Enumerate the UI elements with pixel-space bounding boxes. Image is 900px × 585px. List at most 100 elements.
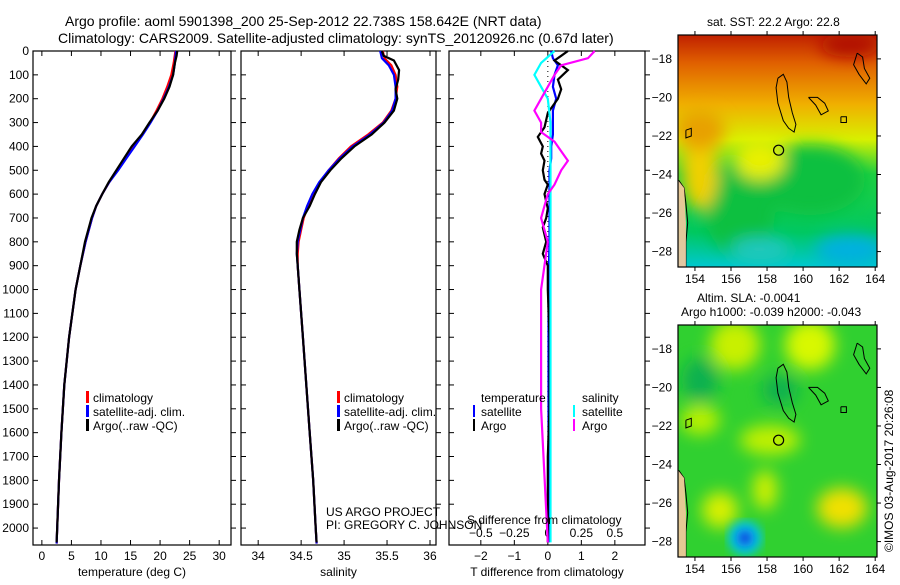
lon-tick-label: 164 xyxy=(865,272,885,286)
y-tick-label: 900 xyxy=(9,259,29,273)
sst-heatmap xyxy=(678,35,877,267)
sst-map: 154 156 158 160 162 164 −18 −20 −22 −24 −26 −28 xyxy=(652,31,886,286)
salinity-legend: climatology satellite-adj. clim. Argo(..… xyxy=(326,391,482,532)
y-tick-label: 100 xyxy=(9,68,29,82)
s-tick-label: −0.25 xyxy=(499,526,530,540)
s-axis-label: S difference from climatology xyxy=(467,513,622,527)
legend-swatch-climatology xyxy=(337,391,340,403)
x-axis-label: salinity xyxy=(320,565,357,579)
sla-map: 154 156 158 160 162 164 −18 −20 −22 −24 −26 −28 xyxy=(652,321,886,576)
lon-tick-label: 158 xyxy=(757,272,777,286)
coastline xyxy=(808,96,829,116)
y-tick-label: 1800 xyxy=(2,473,29,487)
legend-swatch xyxy=(473,419,475,431)
sst-map-title: sat. SST: 22.2 Argo: 22.8 xyxy=(707,15,840,29)
series-line-argo-raw-qc- xyxy=(295,50,401,543)
x-tick-label: −1 xyxy=(507,549,521,563)
x-tick-label: 35 xyxy=(337,549,351,563)
y-tick-label: 1300 xyxy=(2,354,29,368)
legend-swatch-satellite xyxy=(86,405,89,417)
lat-tick-label: −22 xyxy=(652,129,673,143)
legend-label: climatology xyxy=(93,391,153,405)
legend-swatch xyxy=(573,419,575,431)
land-australia xyxy=(678,470,686,557)
y-tick-label: 300 xyxy=(9,116,29,130)
coastline xyxy=(775,73,797,133)
sla-heatmap xyxy=(678,325,877,557)
salinity-panel: 34 34.5 35 35.5 36 salinity xyxy=(240,50,441,579)
coastline xyxy=(775,363,797,423)
legend-label: satellite xyxy=(582,405,623,419)
y-tick-label: 2000 xyxy=(2,521,29,535)
x-tick-label: 34.5 xyxy=(289,549,313,563)
lon-tick-label: 160 xyxy=(793,562,813,576)
x-axis-label: T difference from climatology xyxy=(470,565,624,579)
map-frame xyxy=(677,324,878,558)
lon-tick-label: 156 xyxy=(721,272,741,286)
temperature-panel: 0 5 10 15 20 25 30 temperature (deg C) 0 100 200 30… xyxy=(2,44,236,579)
sla-map-subtitle: Argo h1000: -0.039 h2000: -0.043 xyxy=(681,305,861,319)
lat-tick-label: −22 xyxy=(652,419,673,433)
y-tick-label: 1200 xyxy=(2,330,29,344)
legend-swatch-satellite xyxy=(337,405,340,417)
x-tick-label: 25 xyxy=(183,549,197,563)
y-tick-label: 1600 xyxy=(2,426,29,440)
argo-position-marker xyxy=(773,434,785,446)
lat-tick-label: −18 xyxy=(652,52,673,66)
credit-label: ©IMOS 03-Aug-2017 20:26:08 xyxy=(882,389,896,552)
pi-annotation: PI: GREGORY C. JOHNSON xyxy=(326,518,482,532)
lon-tick-label: 156 xyxy=(721,562,741,576)
x-tick-label: 30 xyxy=(212,549,226,563)
lat-tick-label: −26 xyxy=(652,206,673,220)
difference-legend: temperature salinity satellite Argo sate… xyxy=(467,391,623,527)
lon-tick-label: 158 xyxy=(757,562,777,576)
plot-frame xyxy=(240,50,437,546)
legend-label: climatology xyxy=(344,391,404,405)
lat-tick-label: −24 xyxy=(652,168,673,182)
x-tick-label: 36 xyxy=(423,549,437,563)
lon-tick-label: 164 xyxy=(865,562,885,576)
lat-tick-label: −24 xyxy=(652,458,673,472)
temperature-legend: climatology satellite-adj. clim. Argo(..… xyxy=(86,391,185,433)
s-tick-label: 0.25 xyxy=(570,526,594,540)
x-tick-label: 0 xyxy=(39,549,46,563)
x-tick-label: 1 xyxy=(578,549,585,563)
legend-swatch-argo xyxy=(337,419,340,431)
lat-tick-label: −28 xyxy=(652,245,673,259)
title-line-1: Argo profile: aoml 5901398_200 25-Sep-20… xyxy=(65,13,542,29)
x-tick-label: 2 xyxy=(612,549,619,563)
coastline xyxy=(853,52,871,85)
y-tick-label: 500 xyxy=(9,163,29,177)
series-line-argo-raw-qc- xyxy=(55,50,179,543)
legend-label: Argo(..raw -QC) xyxy=(344,419,429,433)
y-tick-label: 400 xyxy=(9,139,29,153)
legend-swatch-argo xyxy=(86,419,89,431)
lon-tick-label: 160 xyxy=(793,272,813,286)
legend-label: satellite xyxy=(481,405,522,419)
coastline xyxy=(853,342,871,375)
argo-position-marker xyxy=(773,144,785,156)
map-frame xyxy=(677,34,878,268)
y-tick-label: 800 xyxy=(9,235,29,249)
coastline xyxy=(685,127,692,139)
y-tick-label: 1000 xyxy=(2,283,29,297)
lat-tick-label: −18 xyxy=(652,342,673,356)
lat-tick-label: −26 xyxy=(652,496,673,510)
x-axis-label: temperature (deg C) xyxy=(78,565,186,579)
series-line-salinity-satellite xyxy=(533,50,556,543)
s-tick-label: −0.5 xyxy=(469,526,493,540)
legend-label: Argo xyxy=(481,419,507,433)
lat-tick-label: −28 xyxy=(652,535,673,549)
x-tick-label: 35.5 xyxy=(375,549,399,563)
x-tick-label: 0 xyxy=(544,549,551,563)
y-tick-label: 0 xyxy=(22,44,29,58)
y-tick-label: 1700 xyxy=(2,450,29,464)
legend-label: satellite-adj. clim. xyxy=(344,405,436,419)
legend-swatch-climatology xyxy=(86,391,89,403)
x-tick-label: 10 xyxy=(94,549,108,563)
y-tick-label: 1100 xyxy=(3,306,29,320)
y-tick-label: 1400 xyxy=(2,378,29,392)
x-tick-label: 15 xyxy=(124,549,138,563)
y-tick-label: 700 xyxy=(9,211,29,225)
